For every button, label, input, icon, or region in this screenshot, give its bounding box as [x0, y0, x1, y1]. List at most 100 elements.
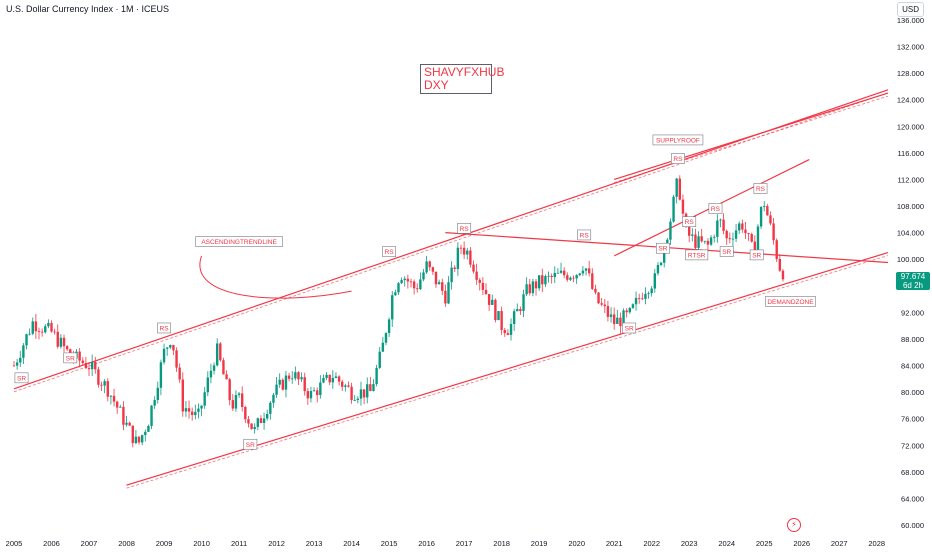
- x-tick-label: 2011: [231, 539, 247, 548]
- candle-body: [222, 360, 225, 375]
- watermark-line2: DXY: [424, 78, 449, 92]
- candle-body: [244, 406, 247, 420]
- x-tick-label: 2013: [306, 539, 323, 548]
- candle-body: [666, 239, 669, 246]
- candle-body: [672, 196, 675, 222]
- annotation-label: SR: [246, 442, 255, 449]
- candle-body: [625, 310, 628, 313]
- candle-body: [237, 393, 241, 396]
- current-price-tag: 97.674 6d 2h: [896, 272, 930, 290]
- candle-body: [441, 282, 444, 291]
- candle-body: [616, 317, 619, 324]
- candle-body: [40, 331, 44, 333]
- candle-body: [134, 436, 138, 444]
- candle-body: [381, 342, 385, 352]
- x-tick-label: 2010: [193, 539, 210, 548]
- candle-body: [87, 368, 91, 370]
- candle-body: [716, 220, 719, 237]
- candle-body: [659, 262, 663, 265]
- candle-body: [341, 381, 344, 387]
- candle-body: [59, 337, 63, 347]
- candle-body: [391, 295, 394, 320]
- candle-body: [506, 333, 510, 335]
- candles: [12, 175, 785, 448]
- candle-body: [47, 322, 50, 327]
- y-tick-label: 116.000: [897, 149, 924, 158]
- candle-body: [656, 264, 660, 274]
- candle-body: [462, 247, 466, 255]
- candle-body: [528, 284, 531, 294]
- candle-body: [144, 431, 147, 436]
- annotation-box: [157, 322, 171, 334]
- currency-button[interactable]: USD: [897, 2, 924, 17]
- candle-body: [534, 281, 538, 289]
- y-tick-label: 92.000: [901, 308, 924, 317]
- x-tick-label: 2025: [756, 539, 773, 548]
- candle-body: [206, 377, 210, 393]
- candle-body: [766, 206, 769, 216]
- candle-body: [187, 408, 191, 412]
- candle-body: [522, 294, 525, 311]
- top-supply-band-dash: [614, 95, 889, 183]
- candle-body: [284, 375, 288, 390]
- candle-body: [678, 178, 682, 200]
- candle-body: [275, 384, 278, 395]
- x-tick-label: 2005: [6, 539, 23, 548]
- candle-body: [125, 422, 128, 425]
- candle-body: [450, 267, 453, 283]
- candle-body: [481, 282, 485, 290]
- candle-body: [50, 322, 53, 332]
- candle-body: [344, 385, 347, 387]
- candle-body: [681, 199, 685, 214]
- y-tick-label: 104.000: [897, 229, 924, 238]
- candle-body: [25, 334, 28, 346]
- candle-body: [644, 293, 647, 299]
- candle-body: [594, 288, 597, 293]
- x-tick-label: 2016: [418, 539, 435, 548]
- candle-body: [516, 309, 519, 312]
- chart-title: U.S. Dollar Currency Index · 1M · ICEUS: [6, 4, 170, 14]
- candle-body: [225, 374, 228, 380]
- candle-body: [94, 361, 97, 370]
- current-price-value: 97.674: [900, 272, 926, 281]
- candle-body: [328, 374, 331, 383]
- candle-body: [184, 408, 188, 412]
- candle-body: [772, 223, 775, 241]
- candle-body: [115, 401, 119, 408]
- x-tick-label: 2026: [793, 539, 810, 548]
- candle-body: [484, 289, 488, 295]
- candle-body: [591, 273, 594, 289]
- candle-body: [319, 382, 322, 396]
- candle-body: [653, 273, 657, 289]
- candle-body: [756, 226, 760, 251]
- lower-channel-line: [126, 251, 889, 486]
- annotation-box: [656, 242, 670, 254]
- candle-body: [331, 377, 335, 383]
- candle-body: [731, 238, 735, 240]
- candle-body: [453, 267, 456, 269]
- upper-channel-dash: [13, 92, 889, 393]
- annotation-label: RS: [673, 156, 683, 163]
- candle-body: [90, 361, 94, 370]
- candle-body: [778, 259, 782, 271]
- candle-body: [622, 310, 625, 327]
- candle-body: [153, 400, 156, 406]
- annotation-label: RS: [160, 325, 170, 332]
- candle-body: [259, 418, 263, 423]
- candle-body: [247, 419, 250, 424]
- candle-body: [600, 303, 603, 305]
- candle-body: [162, 348, 166, 363]
- candle-body: [156, 387, 159, 401]
- candle-body: [150, 405, 153, 426]
- candle-body: [297, 372, 300, 380]
- lightning-icon[interactable]: ⚡: [787, 518, 801, 532]
- annotation-box: [63, 352, 78, 364]
- candle-body: [200, 405, 203, 409]
- candle-body: [256, 418, 260, 427]
- candle-body: [12, 365, 16, 367]
- candle-body: [362, 389, 366, 398]
- candle-body: [172, 345, 175, 351]
- candle-body: [419, 279, 422, 290]
